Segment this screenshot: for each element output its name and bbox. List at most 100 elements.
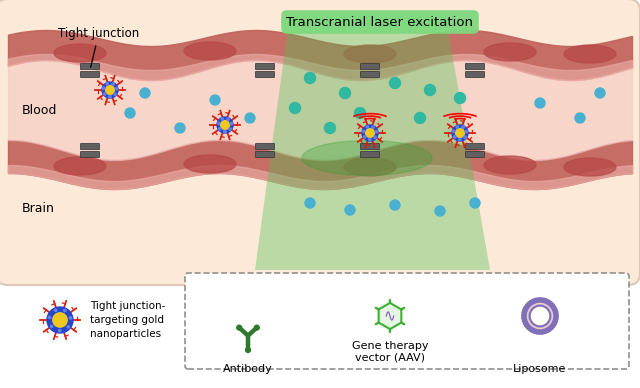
- Circle shape: [237, 325, 242, 330]
- Circle shape: [67, 326, 69, 328]
- Circle shape: [229, 128, 231, 130]
- Circle shape: [69, 317, 72, 319]
- Circle shape: [210, 95, 220, 105]
- Circle shape: [362, 130, 365, 133]
- Text: Antibody: Antibody: [223, 364, 273, 374]
- Circle shape: [227, 118, 229, 120]
- Circle shape: [112, 83, 114, 85]
- Circle shape: [51, 325, 52, 327]
- Circle shape: [115, 88, 118, 90]
- FancyBboxPatch shape: [360, 64, 380, 69]
- FancyBboxPatch shape: [360, 151, 380, 158]
- Ellipse shape: [54, 44, 106, 62]
- Circle shape: [223, 130, 226, 133]
- Polygon shape: [255, 13, 490, 270]
- Circle shape: [454, 136, 456, 138]
- Circle shape: [125, 108, 135, 118]
- Circle shape: [456, 126, 458, 128]
- Circle shape: [524, 300, 556, 332]
- Text: Liposome: Liposome: [513, 364, 566, 374]
- Circle shape: [289, 102, 301, 114]
- Circle shape: [114, 93, 116, 95]
- Circle shape: [106, 86, 115, 94]
- Circle shape: [219, 128, 221, 130]
- Circle shape: [465, 130, 468, 133]
- Circle shape: [339, 88, 351, 99]
- FancyBboxPatch shape: [465, 71, 484, 78]
- Ellipse shape: [184, 42, 236, 60]
- Circle shape: [452, 125, 468, 141]
- Circle shape: [305, 73, 316, 83]
- Ellipse shape: [54, 157, 106, 175]
- Circle shape: [175, 123, 185, 133]
- Ellipse shape: [344, 158, 396, 176]
- Circle shape: [375, 130, 378, 133]
- Circle shape: [459, 139, 461, 141]
- Text: Tight junction-
targeting gold
nanoparticles: Tight junction- targeting gold nanoparti…: [90, 301, 165, 339]
- Ellipse shape: [484, 43, 536, 61]
- FancyBboxPatch shape: [255, 144, 275, 149]
- Ellipse shape: [564, 158, 616, 176]
- Circle shape: [390, 78, 401, 88]
- Text: Transcranial laser excitation: Transcranial laser excitation: [287, 16, 474, 28]
- Circle shape: [362, 125, 378, 141]
- Circle shape: [372, 126, 374, 128]
- Circle shape: [424, 85, 435, 95]
- Circle shape: [530, 306, 550, 326]
- FancyBboxPatch shape: [255, 64, 275, 69]
- FancyBboxPatch shape: [0, 0, 640, 285]
- Ellipse shape: [484, 156, 536, 174]
- FancyBboxPatch shape: [360, 71, 380, 78]
- Circle shape: [522, 298, 557, 334]
- Circle shape: [58, 329, 61, 332]
- Ellipse shape: [344, 45, 396, 63]
- Circle shape: [452, 130, 455, 133]
- Circle shape: [374, 136, 376, 139]
- FancyBboxPatch shape: [360, 144, 380, 149]
- Circle shape: [102, 87, 105, 90]
- Circle shape: [221, 121, 229, 130]
- FancyBboxPatch shape: [185, 273, 629, 369]
- Circle shape: [221, 118, 223, 120]
- Circle shape: [435, 206, 445, 216]
- Circle shape: [390, 200, 400, 210]
- Circle shape: [54, 309, 57, 312]
- FancyBboxPatch shape: [81, 151, 99, 158]
- Ellipse shape: [184, 155, 236, 173]
- Circle shape: [47, 307, 73, 333]
- Ellipse shape: [302, 140, 432, 175]
- FancyBboxPatch shape: [81, 64, 99, 69]
- Circle shape: [106, 83, 109, 85]
- FancyBboxPatch shape: [255, 151, 275, 158]
- Text: Gene therapy
vector (AAV): Gene therapy vector (AAV): [352, 341, 428, 363]
- Circle shape: [415, 113, 426, 123]
- Ellipse shape: [564, 45, 616, 63]
- Circle shape: [102, 82, 118, 98]
- FancyBboxPatch shape: [465, 144, 484, 149]
- Circle shape: [217, 117, 233, 133]
- Circle shape: [456, 128, 465, 137]
- Circle shape: [345, 205, 355, 215]
- FancyBboxPatch shape: [255, 71, 275, 78]
- Circle shape: [305, 198, 315, 208]
- Circle shape: [140, 88, 150, 98]
- Circle shape: [595, 88, 605, 98]
- Circle shape: [324, 123, 335, 133]
- Circle shape: [366, 126, 369, 128]
- Circle shape: [364, 136, 366, 138]
- Circle shape: [470, 198, 480, 208]
- Circle shape: [365, 128, 374, 137]
- Circle shape: [535, 98, 545, 108]
- Circle shape: [104, 93, 106, 95]
- Circle shape: [53, 313, 67, 327]
- Circle shape: [246, 348, 250, 352]
- Circle shape: [355, 107, 365, 118]
- Text: Brain: Brain: [22, 201, 55, 215]
- Circle shape: [254, 325, 259, 330]
- FancyBboxPatch shape: [81, 71, 99, 78]
- Circle shape: [245, 113, 255, 123]
- Circle shape: [464, 136, 466, 139]
- Circle shape: [575, 113, 585, 123]
- Circle shape: [230, 123, 232, 125]
- Circle shape: [369, 139, 371, 141]
